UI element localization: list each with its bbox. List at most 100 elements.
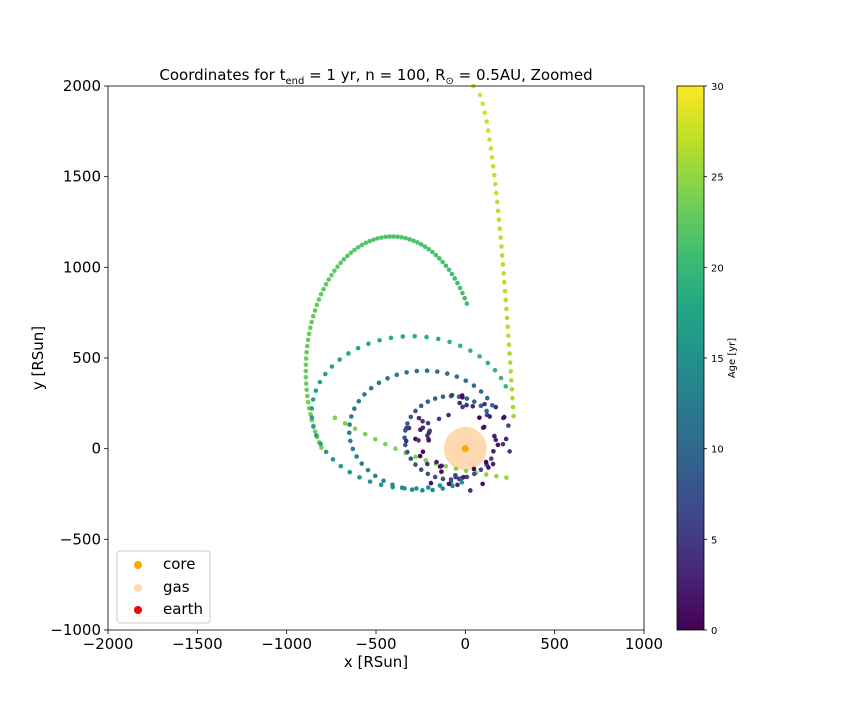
trajectory-point: [391, 234, 396, 239]
legend-marker-core: [134, 561, 142, 569]
trajectory-point: [457, 343, 463, 349]
trajectory-point: [457, 400, 462, 406]
trajectory-point: [471, 399, 477, 404]
trajectory-point: [435, 336, 441, 342]
trajectory-point: [478, 403, 484, 409]
trajectory-point: [399, 235, 404, 240]
trajectory-point: [312, 429, 318, 434]
trajectory-point: [348, 414, 354, 419]
trajectory-point: [310, 313, 316, 319]
trajectory-point: [383, 441, 388, 447]
trajectory-point: [363, 240, 369, 246]
trajectory-point: [443, 463, 449, 469]
colorbar-tick-label: 15: [711, 354, 724, 365]
trajectory-point: [308, 325, 313, 331]
trajectory-point: [318, 291, 324, 297]
trajectory-point: [399, 485, 405, 491]
trajectory-point: [338, 463, 344, 469]
trajectory-point: [332, 268, 337, 274]
trajectory-point: [503, 297, 509, 303]
trajectory-point: [497, 226, 503, 232]
trajectory-point: [433, 252, 439, 258]
trajectory-point: [409, 487, 415, 492]
trajectory-point: [459, 393, 465, 398]
trajectory-point: [318, 441, 323, 447]
trajectory-point: [323, 282, 329, 287]
trajectory-point: [405, 449, 410, 455]
y-axis-label: y [RSun]: [29, 326, 47, 390]
trajectory-point: [453, 474, 458, 480]
trajectory-point: [477, 415, 482, 420]
trajectory-point: [439, 469, 444, 474]
x-axis: −2000 −1500 −1000 −500 0 500 1000: [83, 630, 663, 653]
trajectory-point: [423, 458, 429, 463]
trajectory-point: [443, 263, 449, 269]
trajectory-point: [417, 453, 423, 459]
colorbar-ticks: 0 5 10 15 20 25 30: [704, 82, 724, 637]
trajectory-point: [480, 481, 485, 487]
trajectory-point: [305, 399, 311, 405]
trajectory-point: [375, 236, 380, 241]
trajectory-point: [489, 402, 495, 408]
trajectory-point: [303, 368, 309, 374]
legend-label-core: core: [163, 555, 196, 573]
trajectory-point: [502, 288, 508, 294]
trajectory-point: [348, 438, 353, 444]
trajectory-point: [316, 297, 322, 302]
trajectory-point: [415, 240, 420, 245]
colorbar-tick-label: 20: [711, 263, 724, 274]
core-layer: [461, 445, 469, 453]
trajectory-point: [464, 301, 470, 306]
trajectory-point: [509, 378, 514, 383]
trajectory-point: [381, 478, 386, 484]
trajectory-point: [447, 339, 452, 345]
trajectory-point: [506, 333, 511, 339]
trajectory-point: [383, 234, 388, 240]
trajectory-point: [425, 461, 430, 467]
trajectory-point: [484, 395, 490, 401]
trajectory-point: [489, 155, 495, 160]
trajectory-point: [359, 242, 365, 248]
colorbar-tick-label: 10: [711, 445, 724, 456]
colorbar-tick-label: 0: [711, 626, 717, 637]
trajectory-point: [440, 486, 446, 491]
trajectory-point: [427, 428, 433, 434]
trajectory-point: [305, 393, 310, 399]
trajectory-point: [434, 369, 440, 374]
trajectory-point: [388, 335, 394, 341]
trajectory-point: [498, 235, 503, 240]
trajectory-point: [478, 389, 484, 394]
trajectory-point: [418, 242, 424, 247]
trajectory-point: [449, 392, 455, 398]
trajectory-point: [477, 354, 482, 359]
trajectory-point: [446, 267, 452, 273]
trajectory-point: [402, 442, 408, 448]
trajectory-point: [492, 367, 498, 373]
trajectory-point: [303, 375, 309, 380]
trajectory-point: [405, 421, 410, 426]
trajectory-point: [511, 413, 516, 419]
trajectory-point: [459, 480, 465, 485]
trajectory-point: [378, 482, 384, 488]
trajectory-point: [510, 395, 515, 401]
trajectory-point: [471, 471, 477, 477]
x-tick-label: −1000: [261, 635, 312, 653]
trajectory-point: [425, 399, 431, 404]
trajectory-point: [482, 110, 488, 116]
trajectory-point: [496, 217, 502, 223]
x-tick-label: 500: [540, 635, 569, 653]
colorbar-gradient: [676, 85, 705, 631]
trajectory-point: [503, 436, 509, 442]
trajectory-point: [400, 334, 406, 339]
trajectory-point: [501, 414, 507, 420]
trajectory-point: [495, 208, 501, 214]
trajectory-point: [430, 487, 435, 493]
trajectory-point: [348, 250, 354, 256]
x-tick-label: 0: [461, 635, 471, 653]
trajectory-point: [499, 253, 505, 258]
trajectory-point: [367, 238, 372, 244]
trajectory-point: [468, 348, 473, 353]
trajectory-point: [372, 436, 378, 442]
trajectory-point: [418, 403, 424, 409]
